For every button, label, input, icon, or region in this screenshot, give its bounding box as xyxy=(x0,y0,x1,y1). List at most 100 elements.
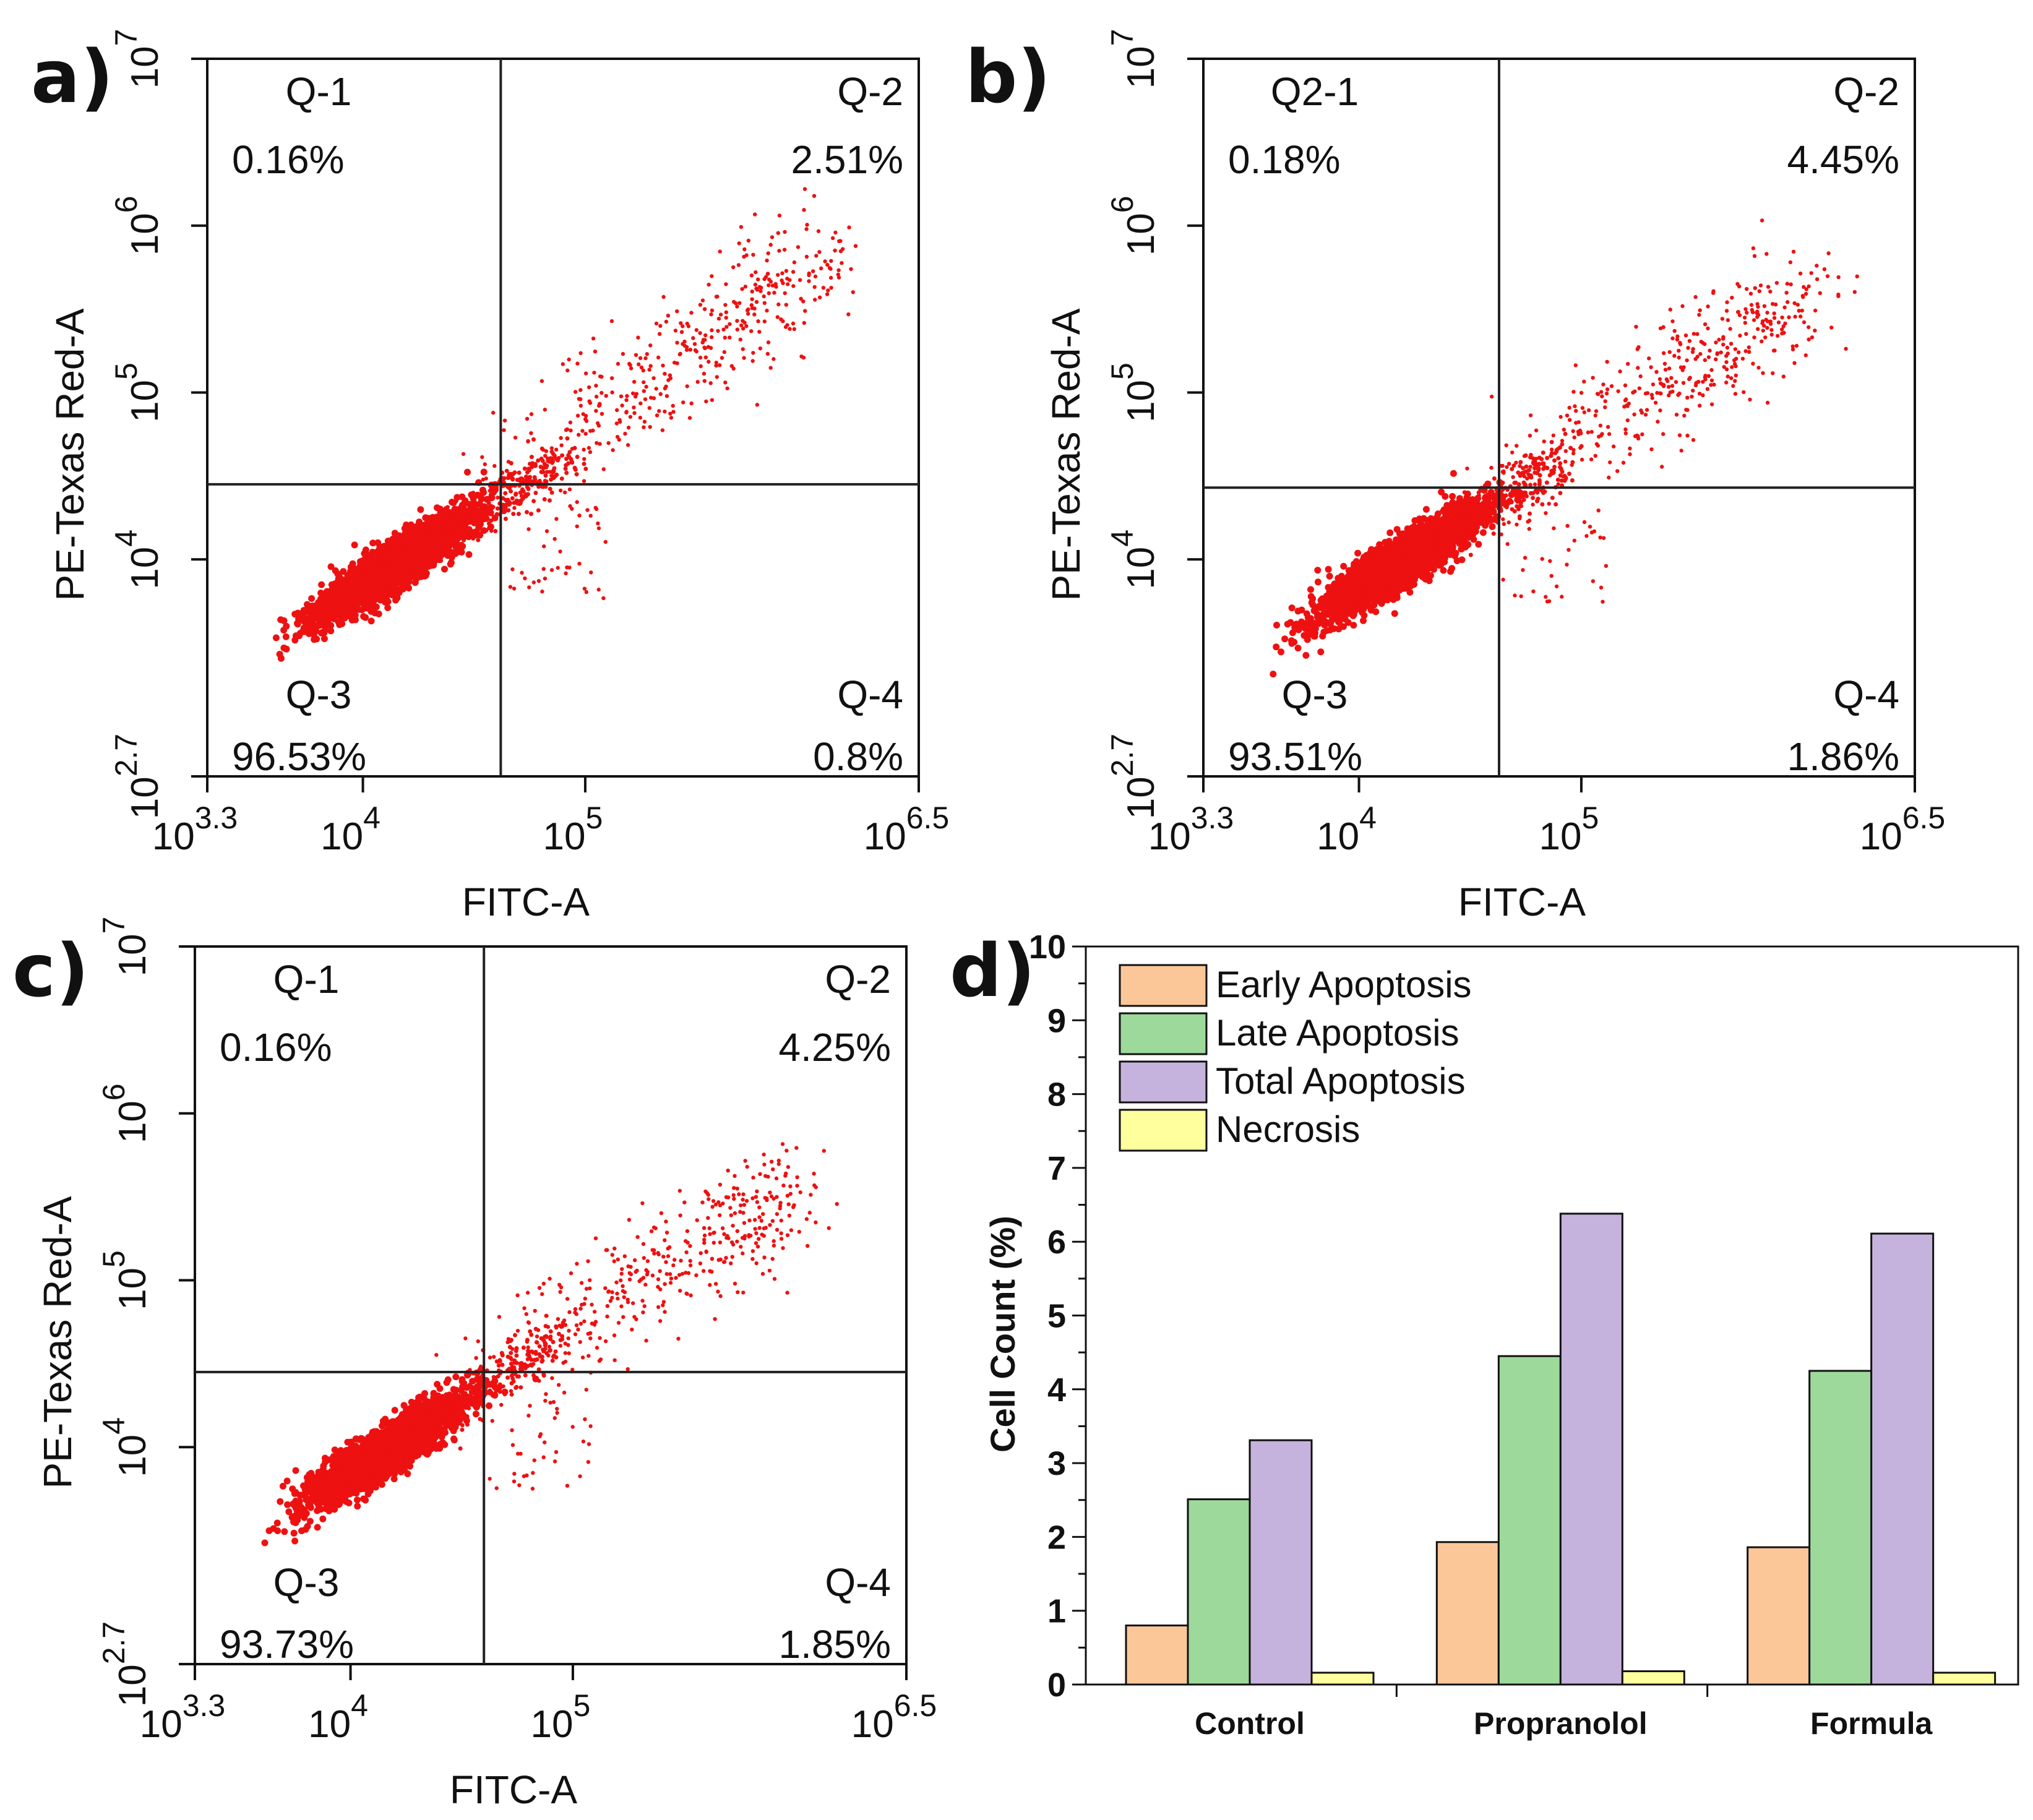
scatter-point xyxy=(351,611,358,617)
scatter-point xyxy=(564,466,568,471)
scatter-point xyxy=(597,588,601,591)
scatter-point xyxy=(428,547,432,552)
scatter-point xyxy=(277,616,284,623)
scatter-point xyxy=(685,348,689,351)
y-tick-exp: 4 xyxy=(109,530,144,547)
scatter-point xyxy=(828,267,832,270)
y-tick-exp: 6 xyxy=(109,195,144,213)
quadrant-name: Q-3 xyxy=(286,672,352,717)
scatter-point xyxy=(702,346,706,350)
scatter-point xyxy=(710,398,714,402)
y-tick-base: 10 xyxy=(124,213,166,255)
scatter-point xyxy=(430,518,434,523)
scatter-point xyxy=(447,561,454,568)
scatter-point xyxy=(741,347,745,351)
scatter-point xyxy=(509,585,512,589)
scatter-point xyxy=(527,468,531,473)
scatter-point xyxy=(721,328,725,332)
scatter-point xyxy=(569,421,572,424)
scatter-point xyxy=(441,525,445,529)
scatter-point xyxy=(625,410,629,413)
scatter-point xyxy=(548,487,552,491)
scatter-point xyxy=(732,367,736,371)
scatter-point xyxy=(419,556,426,563)
scatter-point xyxy=(632,406,635,410)
scatter-point xyxy=(506,508,510,512)
scatter-point xyxy=(447,533,451,538)
scatter-point xyxy=(550,568,554,572)
scatter-point xyxy=(725,387,729,390)
scatter-point xyxy=(664,320,668,324)
scatter-point xyxy=(723,336,727,340)
scatter-point xyxy=(750,273,754,277)
scatter-point xyxy=(583,418,587,421)
scatter-point xyxy=(368,617,375,624)
scatter-point xyxy=(511,512,515,516)
scatter-point xyxy=(524,474,528,479)
scatter-point xyxy=(283,633,290,640)
scatter-point xyxy=(709,312,713,316)
scatter-point xyxy=(403,580,410,587)
scatter-point xyxy=(638,416,642,419)
scatter-point xyxy=(720,356,724,359)
scatter-point xyxy=(455,530,460,534)
scatter-point xyxy=(406,530,413,537)
scatter-point xyxy=(457,520,461,524)
scatter-point xyxy=(791,322,795,325)
scatter-point xyxy=(600,412,604,416)
scatter-point xyxy=(663,387,667,390)
x-tick-exp: 4 xyxy=(363,801,380,835)
scatter-point xyxy=(772,291,776,294)
scatter-point xyxy=(549,474,553,478)
scatter-point xyxy=(592,371,596,374)
scatter-point xyxy=(472,518,476,522)
quadrant-value: 2.51% xyxy=(791,137,903,182)
scatter-point xyxy=(689,348,692,351)
scatter-point xyxy=(490,494,494,498)
scatter-point xyxy=(710,328,713,332)
scatter-point xyxy=(457,515,462,519)
scatter-point xyxy=(445,546,449,550)
scatter-point xyxy=(523,492,528,497)
scatter-point xyxy=(480,455,484,459)
scatter-point xyxy=(568,487,572,491)
scatter-point xyxy=(829,259,833,263)
scatter-point xyxy=(703,333,707,337)
scatter-point xyxy=(751,253,755,257)
scatter-point xyxy=(666,314,670,317)
scatter-point xyxy=(642,380,645,384)
scatter-point xyxy=(784,269,788,273)
scatter-point xyxy=(778,213,781,217)
y-tick-exp: 2.7 xyxy=(109,734,144,777)
scatter-point xyxy=(564,428,568,432)
scatter-point xyxy=(527,527,530,531)
y-tick-base: 10 xyxy=(124,776,166,819)
scatter-point xyxy=(351,541,358,548)
scatter-point xyxy=(451,520,455,524)
scatter-point xyxy=(460,500,467,507)
scatter-point xyxy=(495,512,499,517)
scatter-point xyxy=(724,282,728,286)
scatter-point xyxy=(365,565,372,572)
scatter-point xyxy=(703,307,707,311)
scatter-point xyxy=(470,508,474,512)
scatter-point xyxy=(822,286,825,290)
scatter-point xyxy=(679,352,682,356)
scatter-point xyxy=(770,235,774,239)
scatter-point xyxy=(649,396,653,400)
scatter-point xyxy=(452,512,457,516)
scatter-point xyxy=(751,351,755,354)
scatter-point xyxy=(309,617,316,624)
scatter-point xyxy=(398,541,405,547)
scatter-point xyxy=(803,309,807,312)
scatter-point xyxy=(786,282,789,286)
scatter-point xyxy=(752,312,756,316)
scatter-point xyxy=(334,570,341,577)
scatter-point xyxy=(764,275,768,279)
scatter-point xyxy=(463,534,468,539)
x-tick-base: 10 xyxy=(152,815,195,858)
scatter-point xyxy=(767,251,770,255)
scatter-point xyxy=(544,449,548,453)
